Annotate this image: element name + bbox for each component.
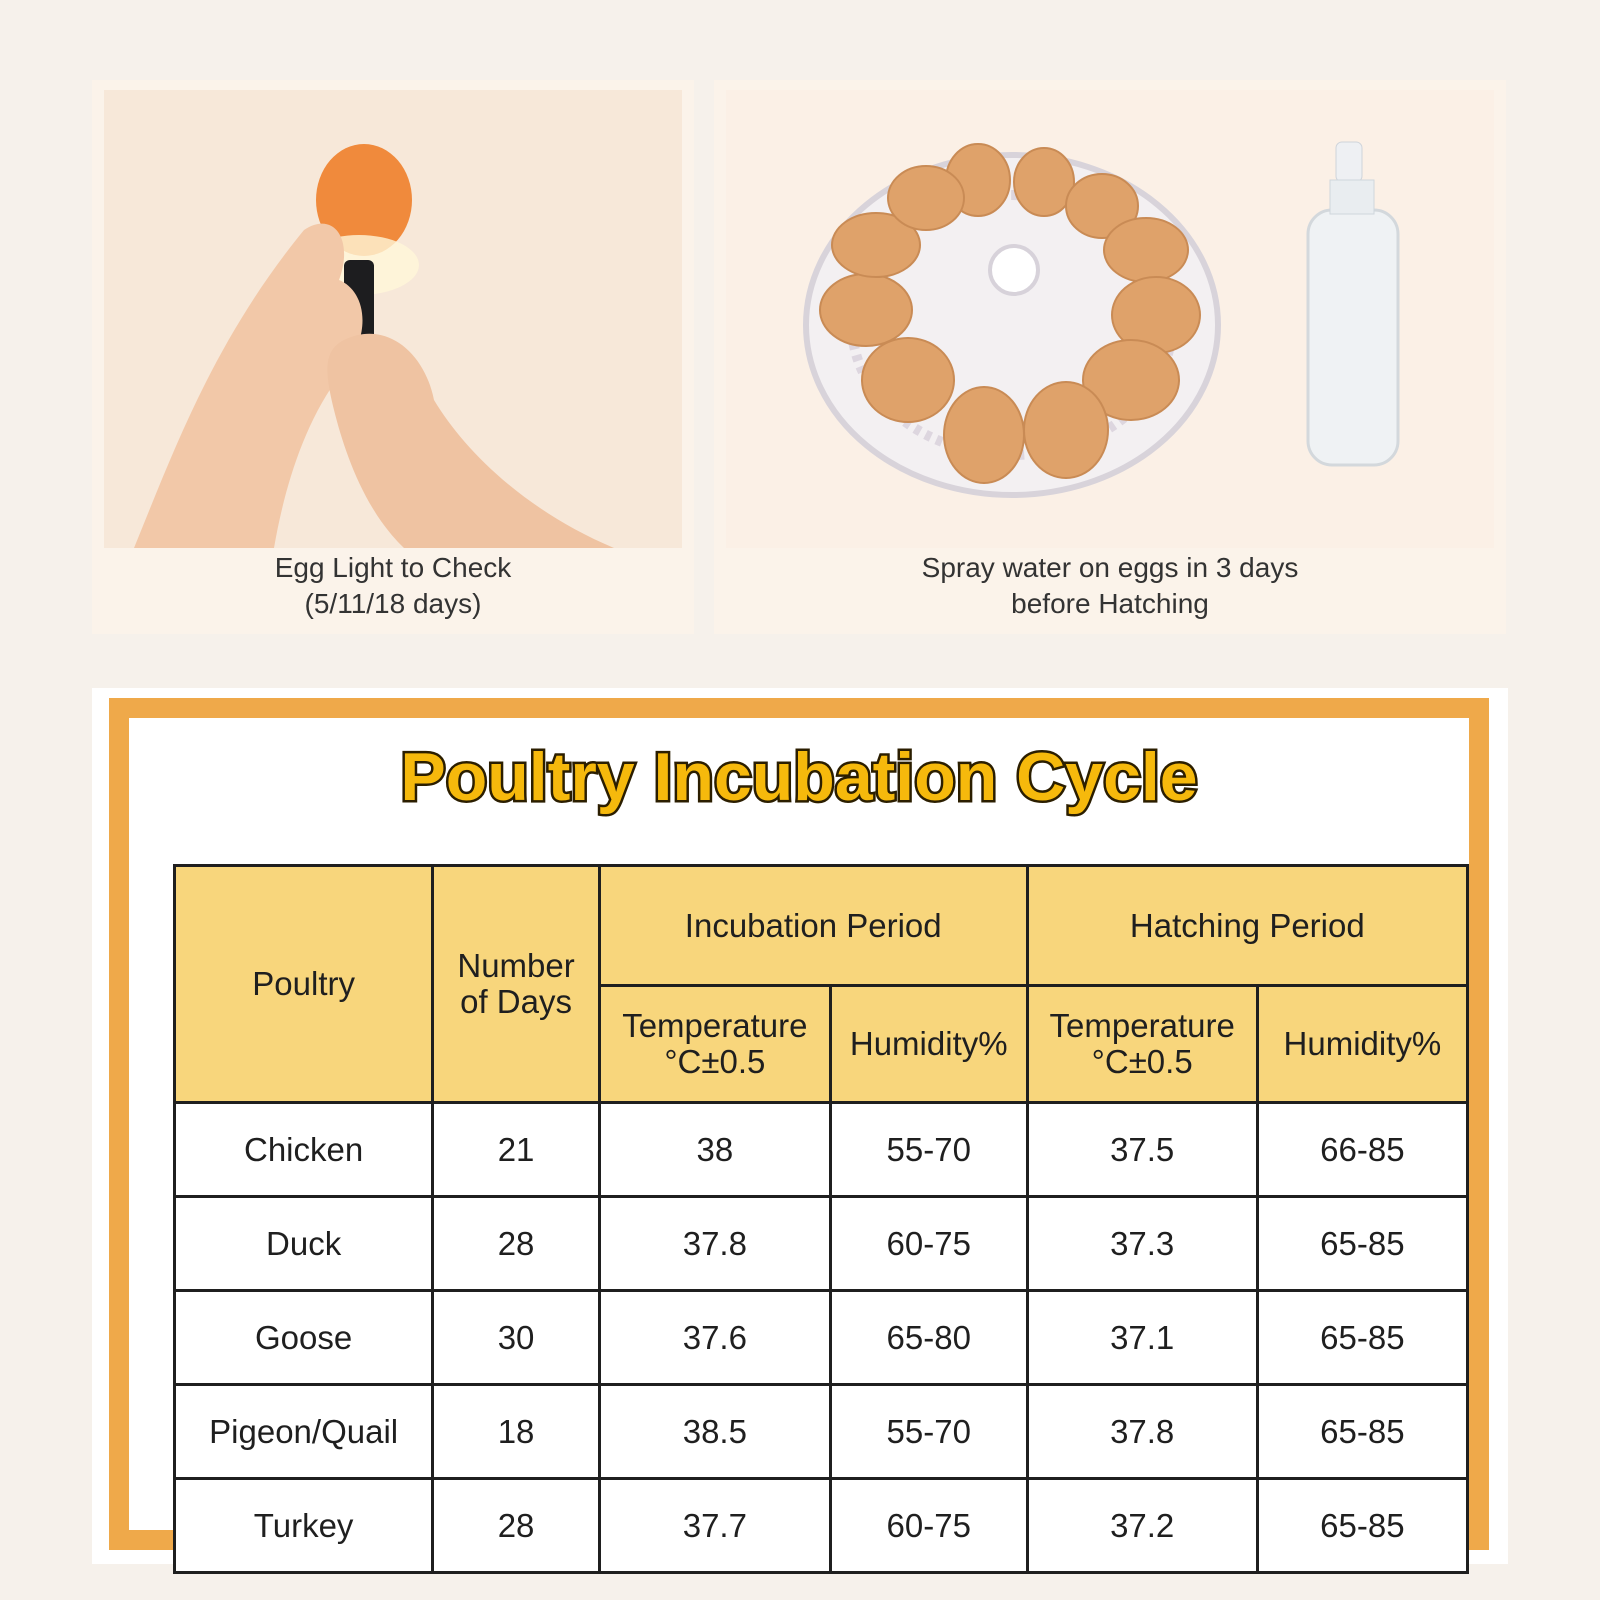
header-cell: Temperature °C±0.5 (1025, 984, 1259, 1104)
header-line: Number (457, 947, 575, 984)
header-cell: Poultry (172, 864, 435, 1104)
header-cell: Humidity% (1255, 984, 1470, 1104)
header-cell: Number of Days (431, 864, 601, 1104)
table-cell: 38.5 (597, 1383, 832, 1480)
table-cell: 65-85 (1255, 1195, 1470, 1292)
incubation-table: Poultry Number of Days Incubation Period… (172, 864, 1470, 1574)
table-row: Turkey 28 37.7 60-75 37.2 65-85 (172, 1477, 1470, 1574)
egg-light-photo (104, 90, 682, 548)
caption: Egg Light to Check (5/11/18 days) (92, 550, 694, 622)
table-cell: 65-85 (1255, 1289, 1470, 1386)
table-cell: Chicken (172, 1101, 435, 1198)
header-cell: Humidity% (828, 984, 1029, 1104)
table-cell: 21 (431, 1101, 601, 1198)
table-cell: Goose (172, 1289, 435, 1386)
header-line: °C±0.5 (664, 1043, 766, 1080)
table-frame: Poultry Incubation Cycle Poultry Number … (109, 698, 1489, 1574)
caption-line: Spray water on eggs in 3 days (921, 552, 1299, 583)
table-cell: 28 (431, 1477, 601, 1574)
header-cell: Hatching Period (1025, 864, 1470, 987)
table-cell: 37.8 (1025, 1383, 1259, 1480)
table-row: Pigeon/Quail 18 38.5 55-70 37.8 65-85 (172, 1383, 1470, 1480)
header-cell: Incubation Period (597, 864, 1029, 987)
table-cell: 65-85 (1255, 1383, 1470, 1480)
table-body: Chicken 21 38 55-70 37.5 66-85 Duck 28 37.8 60-75… (172, 1101, 1470, 1574)
table-cell: 37.2 (1025, 1477, 1259, 1574)
table-cell: 60-75 (828, 1477, 1029, 1574)
table-cell: Pigeon/Quail (172, 1383, 435, 1480)
header-cell: Temperature °C±0.5 (597, 984, 832, 1104)
spray-card: Spray water on eggs in 3 days before Hat… (714, 80, 1506, 634)
table-title: Poultry Incubation Cycle (400, 739, 1197, 815)
table-cell: 60-75 (828, 1195, 1029, 1292)
table-cell: 28 (431, 1195, 601, 1292)
header-line: °C±0.5 (1091, 1043, 1193, 1080)
table-cell: 37.1 (1025, 1289, 1259, 1386)
header-row: Temperature °C±0.5 Humidity% Temperature… (175, 984, 1470, 1104)
table-cell: 37.8 (597, 1195, 832, 1292)
table-cell: 66-85 (1255, 1101, 1470, 1198)
table-cell: 37.7 (597, 1477, 832, 1574)
table-row: Duck 28 37.8 60-75 37.3 65-85 (172, 1195, 1470, 1292)
table-cell: 65-85 (1255, 1477, 1470, 1574)
title-area: Poultry Incubation Cycle (398, 737, 1200, 818)
table-cell: 55-70 (828, 1383, 1029, 1480)
spray-photo (726, 90, 1494, 548)
table-cell: Turkey (172, 1477, 435, 1574)
header-row: Poultry Number of Days Incubation Period… (172, 864, 1470, 1104)
table-row: Chicken 21 38 55-70 37.5 66-85 (172, 1101, 1470, 1198)
table-cell: 37.5 (1025, 1101, 1259, 1198)
table-cell: 55-70 (828, 1101, 1029, 1198)
caption-line: before Hatching (1011, 588, 1209, 619)
header-line: Temperature (622, 1007, 808, 1044)
header-line: of Days (460, 983, 572, 1020)
table-row: Goose 30 37.6 65-80 37.1 65-85 (172, 1289, 1470, 1386)
caption-line: Egg Light to Check (274, 552, 512, 583)
table-cell: 38 (597, 1101, 832, 1198)
egg-light-card: Egg Light to Check (5/11/18 days) (92, 80, 694, 634)
table-cell: Duck (172, 1195, 435, 1292)
caption: Spray water on eggs in 3 days before Hat… (714, 550, 1506, 622)
table-panel: Poultry Incubation Cycle Poultry Number … (92, 688, 1508, 1574)
table-cell: 65-80 (828, 1289, 1029, 1386)
table-cell: 30 (431, 1289, 601, 1386)
table-cell: 18 (431, 1383, 601, 1480)
caption-line: (5/11/18 days) (304, 588, 482, 619)
header-line: Temperature (1049, 1007, 1235, 1044)
table-cell: 37.6 (597, 1289, 832, 1386)
table-cell: 37.3 (1025, 1195, 1259, 1292)
